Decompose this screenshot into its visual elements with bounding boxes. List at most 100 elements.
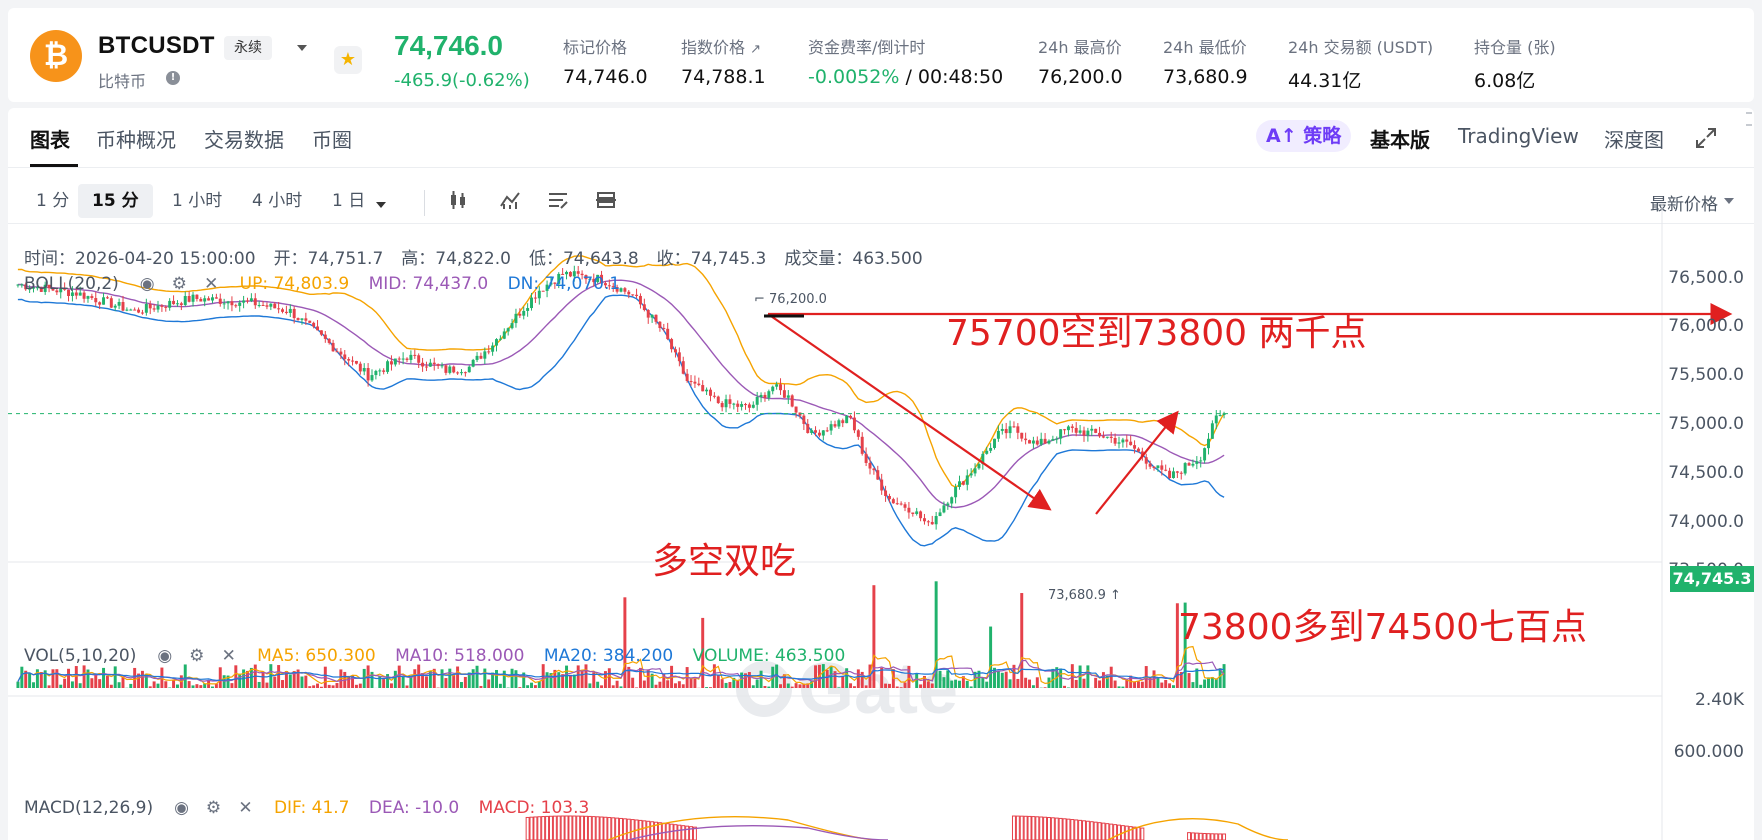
candle-body: [802, 415, 806, 424]
view-depth[interactable]: 深度图: [1604, 128, 1664, 152]
strategy-label: 策略: [1303, 125, 1342, 147]
candle-body: [856, 430, 860, 437]
candle-body: [977, 464, 981, 469]
candle-body: [78, 292, 82, 296]
candlestick-icon[interactable]: [446, 188, 470, 212]
volume-bar: [187, 681, 191, 688]
macd-bar: [685, 825, 690, 840]
gear-icon[interactable]: ⚙: [189, 646, 205, 666]
view-basic[interactable]: 基本版: [1370, 128, 1430, 152]
candle-body: [144, 304, 148, 313]
volume-bar: [463, 676, 467, 688]
volume-bar: [565, 665, 569, 688]
stat-label[interactable]: 持仓量 (张): [1474, 38, 1556, 57]
candle-body: [479, 355, 483, 359]
macd-bar: [1031, 816, 1036, 840]
stat-label[interactable]: 标记价格: [563, 38, 628, 57]
layout-icon[interactable]: [594, 188, 618, 212]
eye-icon[interactable]: ◉: [174, 798, 189, 818]
stat-label[interactable]: 资金费率/倒计时: [808, 38, 926, 57]
stat-label[interactable]: 指数价格 ↗: [681, 34, 766, 58]
interval-15m[interactable]: 15 分: [78, 184, 153, 218]
interval-1h[interactable]: 1 小时: [172, 191, 223, 211]
price-axis-label: 76,500.0: [1668, 268, 1744, 288]
price-type-select[interactable]: 最新价格: [1650, 195, 1718, 215]
volume-bar: [218, 667, 222, 688]
volume-bar: [744, 673, 747, 688]
strategy-button[interactable]: A↑ 策略: [1256, 120, 1352, 152]
candle-body: [440, 365, 444, 367]
eye-icon[interactable]: ◉: [157, 646, 173, 666]
volume-bar: [673, 683, 677, 688]
close-icon[interactable]: ✕: [238, 798, 253, 818]
volume-bar: [985, 681, 989, 688]
candle-body: [211, 297, 214, 301]
candle-body: [502, 331, 506, 339]
scrollbar-handle[interactable]: [1746, 112, 1752, 126]
candle-body: [584, 275, 588, 280]
indicators-icon[interactable]: [498, 188, 522, 212]
volume-bar: [646, 669, 650, 688]
chevron-down-icon[interactable]: [294, 40, 310, 56]
macd-bar: [677, 824, 682, 840]
gear-icon[interactable]: ⚙: [171, 274, 187, 294]
candle-body: [284, 311, 288, 313]
volume-bar: [249, 667, 253, 688]
volume-bar: [860, 671, 864, 688]
volume-bar: [456, 666, 460, 688]
annotation-arrow-short: [767, 313, 1052, 511]
favorite-star-icon[interactable]: ★: [334, 46, 362, 74]
volume-bar: [884, 683, 888, 688]
volume-bar: [736, 680, 740, 688]
candle-body: [292, 308, 296, 319]
candle-body: [1144, 457, 1148, 464]
candle-body: [121, 302, 125, 311]
gear-icon[interactable]: ⚙: [205, 798, 222, 818]
tab-chart[interactable]: 图表: [30, 128, 70, 152]
chevron-down-icon[interactable]: [1724, 198, 1734, 204]
stat-label[interactable]: 24h 交易额 (USDT): [1288, 38, 1434, 57]
volume-bar: [1008, 679, 1012, 688]
volume-bar: [993, 667, 996, 688]
candle-body: [1113, 438, 1117, 444]
volume-bar: [370, 671, 374, 688]
eye-icon[interactable]: ◉: [139, 274, 155, 294]
symbol-name[interactable]: BTCUSDT: [98, 32, 215, 59]
volume-bar: [518, 687, 522, 688]
settings-list-icon[interactable]: [546, 188, 570, 212]
interval-4h[interactable]: 4 小时: [252, 191, 303, 211]
candle-body: [607, 285, 611, 287]
candle-body: [35, 287, 39, 289]
tab-coin-overview[interactable]: 币种概况: [96, 128, 176, 152]
macd-bar: [1117, 824, 1121, 840]
chevron-down-icon[interactable]: [374, 198, 388, 212]
candle-body: [627, 291, 631, 295]
candle-body: [938, 512, 942, 517]
interval-1m[interactable]: 1 分: [36, 191, 70, 211]
volume-bar: [533, 685, 537, 688]
info-icon[interactable]: !: [166, 71, 180, 85]
interval-1d[interactable]: 1 日: [332, 191, 366, 211]
candle-body: [759, 394, 763, 397]
volume-bar: [203, 683, 207, 688]
volume-bar: [90, 678, 94, 688]
close-icon[interactable]: ✕: [221, 646, 236, 666]
macd-bar: [619, 817, 623, 840]
candle-body: [304, 318, 308, 321]
tab-trading-data[interactable]: 交易数据: [204, 128, 284, 152]
macd-bar: [1054, 817, 1059, 840]
candle-body: [689, 381, 693, 383]
close-icon[interactable]: ✕: [204, 274, 219, 294]
price-chart[interactable]: [8, 108, 1754, 840]
tab-community[interactable]: 币圈: [312, 128, 352, 152]
view-tradingview[interactable]: TradingView: [1458, 124, 1579, 148]
candle-body: [230, 301, 234, 306]
macd-bar: [533, 816, 538, 840]
candle-body: [658, 321, 662, 329]
macd-bar: [1082, 820, 1086, 840]
candle-body: [409, 354, 413, 360]
macd-name: MACD(12,26,9): [24, 798, 154, 818]
candle-body: [277, 308, 281, 310]
macd-bar: [1113, 824, 1118, 840]
fullscreen-icon[interactable]: [1694, 126, 1718, 150]
